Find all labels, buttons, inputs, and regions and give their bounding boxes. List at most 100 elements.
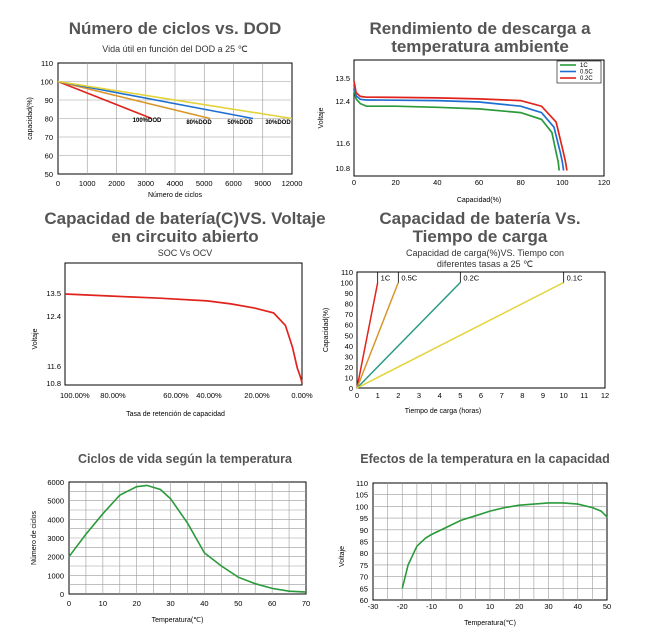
chart4-series-label: 0.2C [463,273,479,282]
chart6-y-tick-label: 90 [360,526,368,535]
chart5-y-tick-label: 6000 [47,478,64,487]
chart4-y-tick-label: 20 [345,363,353,372]
chart2-x-tick-label: 100 [556,178,569,187]
chart4-y-tick-label: 70 [345,310,353,319]
chart6-y-tick-label: 75 [360,561,368,570]
chart3-plot-area [64,262,303,386]
chart6-y-axis-label: Voltaje [339,546,346,567]
chart1-y-tick-label: 110 [41,59,53,68]
chart4-x-tick-label: 1 [376,391,380,400]
chart4-x-tick-label: 7 [500,391,504,400]
chart4-y-tick-label: 0 [349,384,353,393]
chart1-series-line [57,80,211,120]
chart1-x-axis-label: Número de ciclos [148,192,203,199]
chart4-series-label: 0.1C [567,273,583,282]
chart6-y-tick-label: 80 [360,549,368,558]
chart6-y-tick-label: 105 [355,491,368,500]
chart2-y-tick-label: 12.4 [335,97,350,106]
chart6-x-tick-label: -20 [397,602,408,611]
chart6-series-line [401,502,608,589]
chart2-y-tick-label: 11.6 [336,139,350,148]
chart4-x-tick-label: 3 [417,391,421,400]
chart4-plot-area [356,271,606,389]
chart4-x-tick-label: 8 [520,391,524,400]
chart5-series-line [68,484,307,593]
chart1-annotation-label: 100%DOD [133,118,162,124]
chart6-y-tick-label: 95 [360,514,368,523]
chart1-y-tick-label: 100 [40,78,53,87]
chart5-y-tick-label: 1000 [47,571,64,580]
chart1-y-tick-label: 50 [45,170,53,179]
chart6-x-tick-label: 30 [544,602,552,611]
chart2-x-tick-label: 20 [391,178,399,187]
chart5-y-axis-label: Número de ciclos [31,510,38,565]
chart1-x-tick-label: 9000 [254,179,271,188]
chart6-x-tick-label: 10 [486,602,494,611]
chart3-x-tick-label: 0.00% [291,391,313,400]
chart1-y-tick-label: 90 [45,96,53,105]
chart4-x-tick-label: 10 [559,391,567,400]
chart3-y-tick-label: 10.8 [46,379,61,388]
chart4-series-line [356,282,379,389]
chart1-x-tick-label: 4000 [167,179,184,188]
chart5-x-tick-label: 70 [302,599,310,608]
chart1-series-line [57,80,152,120]
chart3-x-tick-label: 60.00% [163,391,189,400]
chart2-title: Rendimiento de descarga a temperatura am… [369,19,591,56]
chart4-x-tick-label: 4 [438,391,442,400]
chart6-y-tick-label: 60 [360,596,368,605]
chart4-y-tick-label: 60 [345,321,353,330]
chart2-x-tick-label: 120 [598,178,611,187]
chart2-series-line [353,89,561,171]
chart2-series-line [353,85,565,171]
chart1-series-line [57,80,254,120]
chart4-title: Capacidad de batería Vs. Tiempo de carga [379,209,581,246]
chart5-y-tick-label: 0 [60,590,64,599]
chart6-title: Efectos de la temperatura en la capacida… [360,452,610,466]
chart4-x-tick-label: 12 [601,391,609,400]
chart3-y-tick-label: 11.6 [47,362,61,371]
chart4-y-tick-label: 100 [340,279,353,288]
chart2-x-tick-label: 60 [475,178,483,187]
chart6-x-tick-label: 40 [574,602,582,611]
chart4-x-tick-label: 6 [479,391,483,400]
chart5-x-tick-label: 40 [200,599,208,608]
chart3-series-line [64,293,303,384]
chart2-y-axis-label: Voltaje [318,107,325,128]
chart4-y-tick-label: 10 [345,373,353,382]
chart5-x-tick-label: 50 [234,599,242,608]
chart3-x-tick-label: 40.00% [196,391,222,400]
chart6-x-tick-label: -30 [368,602,379,611]
chart5-x-axis-label: Temperatura(℃) [152,617,204,624]
chart4-subtitle: Capacidad de carga(%)VS. Tiempo con dife… [405,248,565,270]
chart4-x-tick-label: 0 [355,391,359,400]
chart3-y-tick-label: 13.5 [46,289,61,298]
chart1-y-axis-label: capacidad(%) [27,97,34,140]
chart4-series-line [356,281,565,389]
chart5-x-tick-label: 10 [99,599,107,608]
chart6-y-tick-label: 85 [360,538,368,547]
chart4-x-axis-label: Tiempo de carga (horas) [405,408,481,415]
chart4-x-tick-label: 9 [541,391,545,400]
chart3-y-axis-label: Voltaje [32,328,39,349]
chart2-x-tick-label: 40 [433,178,441,187]
chart1-y-tick-label: 70 [45,133,53,142]
chart1-title: Número de ciclos vs. DOD [68,19,282,38]
chart3-x-tick-label: 100.00% [60,391,90,400]
chart1-annotation-label: 80%DOD [186,120,212,126]
chart2-x-axis-label: Capacidad(%) [457,197,501,204]
chart3-y-tick-label: 12.4 [46,312,61,321]
chart6-x-tick-label: 0 [459,602,463,611]
chart4-series-label: 0.5C [401,273,417,282]
chart6-y-tick-label: 100 [355,502,368,511]
chart2-series-line [353,80,568,171]
chart5-y-tick-label: 4000 [47,515,64,524]
chart5-title: Ciclos de vida según la temperatura [78,452,292,466]
chart1-subtitle: Vida útil en función del DOD a 25 ℃ [102,44,248,54]
chart5-y-tick-label: 2000 [47,553,64,562]
chart5-x-tick-label: 30 [166,599,174,608]
chart3-title: Capacidad de batería(C)VS. Voltaje en ci… [44,209,326,246]
